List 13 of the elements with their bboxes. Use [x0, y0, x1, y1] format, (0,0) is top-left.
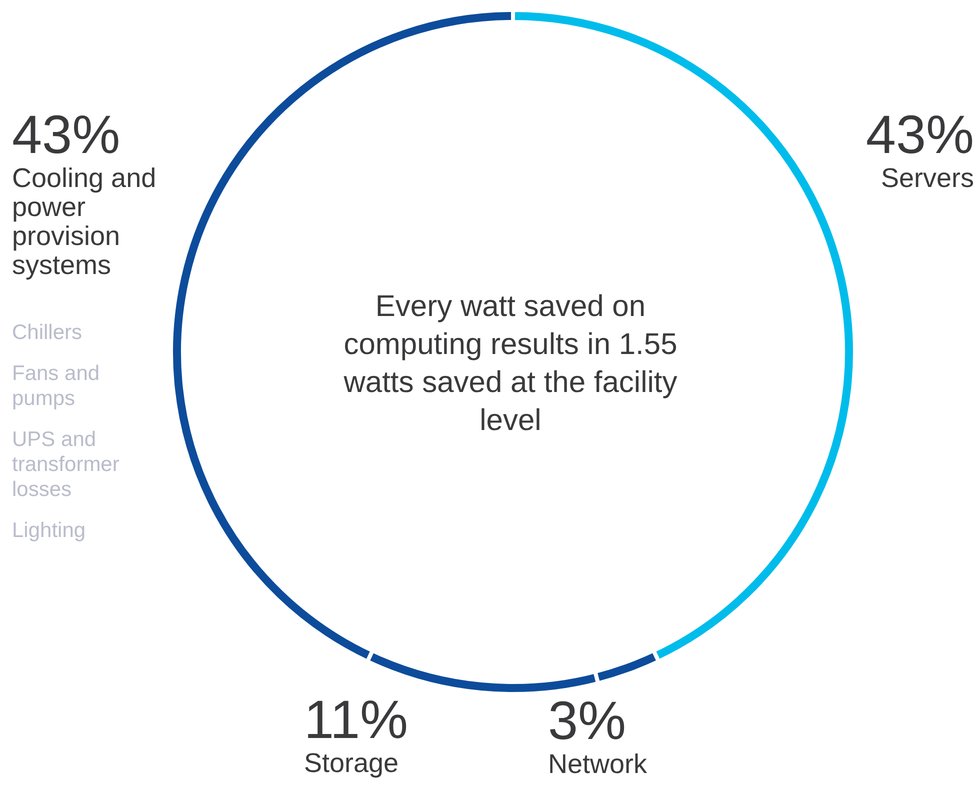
text: Every watt saved on computing results in 1.55 watts saved at the facility level [342, 289, 678, 439]
text: Fans and pumps [12, 361, 101, 411]
text: UPS and transformer losses [12, 427, 120, 502]
slice-label: Network [548, 749, 648, 779]
data-label: 43% [866, 105, 974, 165]
text: Chillers [12, 320, 84, 345]
slice-label: Cooling and power provision systems [12, 163, 158, 280]
slice-label: Storage [304, 748, 400, 778]
text: Lighting [12, 518, 87, 543]
slice-label: Servers [880, 163, 974, 193]
data-label: 11% [304, 690, 408, 750]
data-label: 43% [12, 105, 122, 165]
data-label: 3% [548, 691, 628, 751]
